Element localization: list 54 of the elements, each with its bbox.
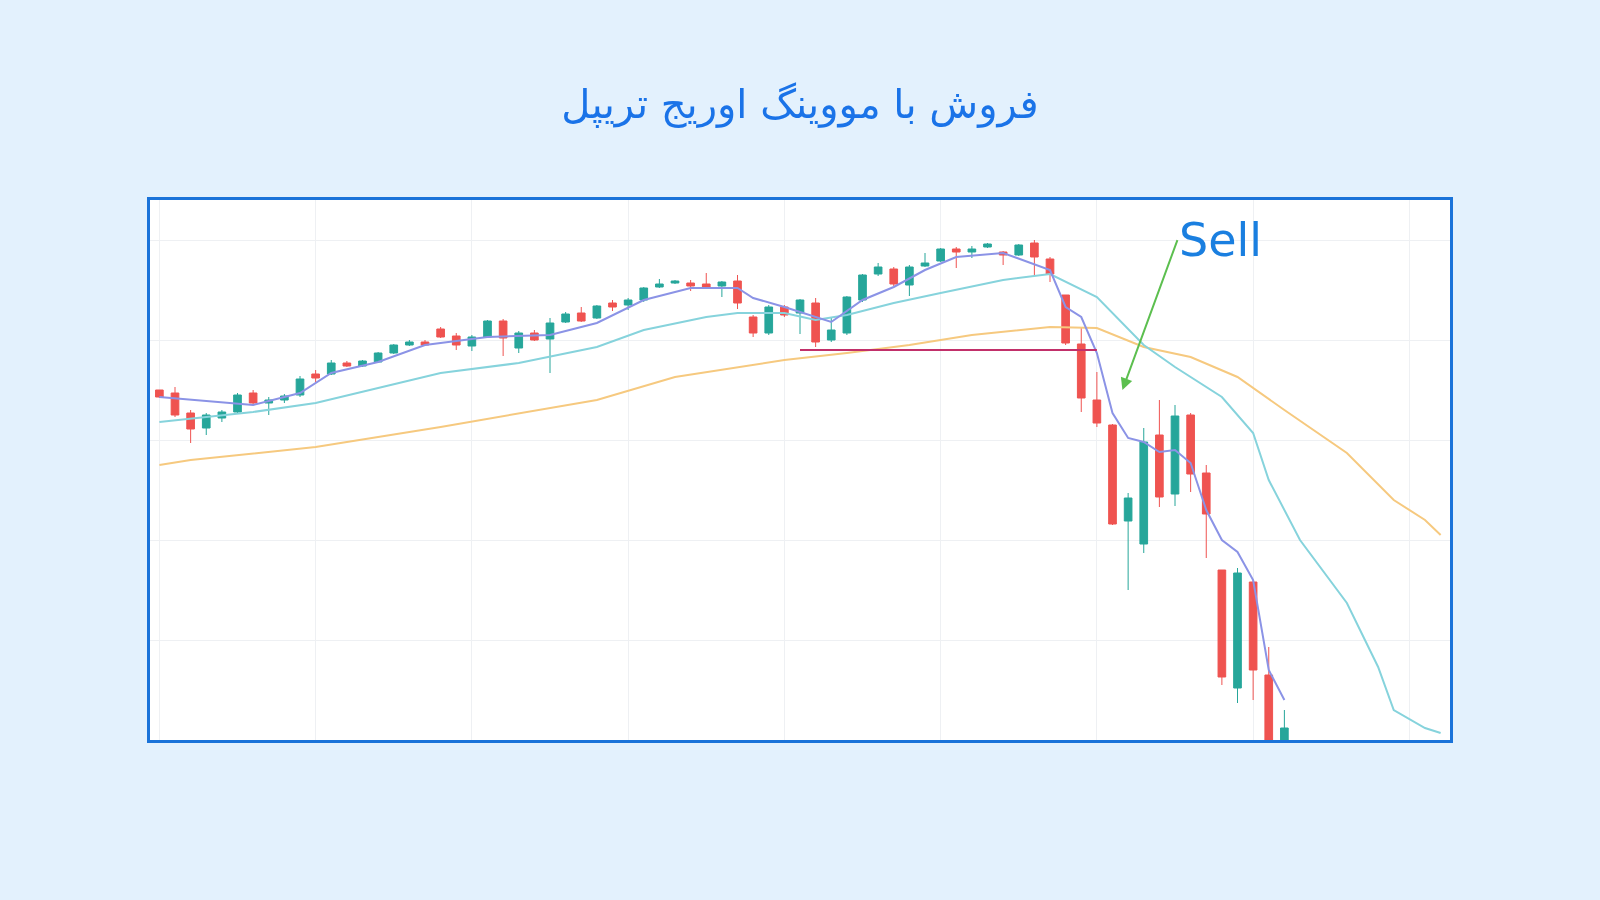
- candlestick: [1030, 239, 1039, 276]
- candlestick: [1186, 412, 1195, 493]
- candlestick: [405, 339, 414, 347]
- candlestick: [576, 306, 586, 323]
- candlestick: [733, 274, 742, 310]
- candlestick: [1264, 646, 1274, 740]
- candlestick: [967, 245, 977, 259]
- candlestick: [608, 299, 617, 312]
- candlestick: [639, 286, 649, 303]
- candlestick: [248, 389, 258, 406]
- candlestick: [670, 279, 680, 285]
- candlestick: [951, 246, 961, 269]
- candlestick: [483, 319, 492, 339]
- candlestick: [155, 389, 164, 399]
- candlestick: [1092, 371, 1102, 428]
- annotation: Sell: [1179, 213, 1263, 267]
- candlestick: [1076, 326, 1086, 413]
- candlestick: [1170, 404, 1180, 507]
- candlestick: [764, 304, 774, 336]
- candlestick: [686, 279, 695, 292]
- candlestick: [1061, 294, 1070, 346]
- candlestick: [1280, 709, 1289, 740]
- chart-title: فروش با مووینگ اوریج تریپل: [561, 80, 1039, 128]
- candlestick: [592, 304, 602, 320]
- candlestick: [170, 386, 180, 418]
- candlestick: [1201, 464, 1211, 559]
- candlestick: [545, 317, 555, 374]
- candlestick: [920, 252, 930, 267]
- candlestick: [1108, 423, 1117, 526]
- candlestick: [342, 360, 352, 368]
- candlestick: [811, 297, 820, 348]
- candlestick: [1123, 492, 1133, 591]
- candlestick: [1233, 567, 1242, 704]
- candlestick: [1217, 569, 1227, 686]
- candlestick: [1014, 243, 1024, 257]
- candlestick: [1139, 427, 1149, 554]
- candlestick: [889, 266, 899, 287]
- candlestick: [561, 311, 570, 324]
- candlestick: [1248, 579, 1258, 701]
- candlestick: [498, 318, 508, 357]
- candlestick: [436, 326, 445, 339]
- candlestick: [858, 273, 867, 303]
- candlestick: [655, 278, 664, 289]
- candlestick: [311, 369, 320, 383]
- candlestick: [701, 272, 711, 289]
- candlestick: [717, 280, 727, 298]
- candlestick: [389, 343, 399, 355]
- candlestick: [936, 247, 945, 263]
- candlestick: [748, 314, 758, 338]
- candlestick: [983, 242, 992, 249]
- candlestick: [826, 316, 836, 343]
- candlestick: [623, 297, 633, 311]
- candlestick: [1155, 399, 1164, 508]
- candlestick: [873, 262, 883, 277]
